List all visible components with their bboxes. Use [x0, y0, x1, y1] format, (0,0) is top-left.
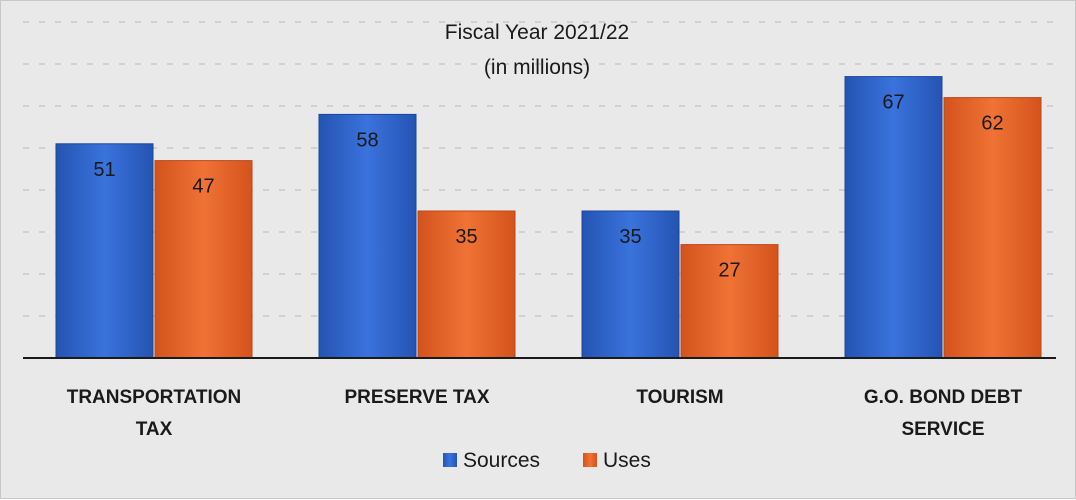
data-label: 35 [619, 226, 641, 248]
bar-uses [943, 97, 1042, 359]
bars [55, 76, 1042, 359]
data-label: 58 [356, 129, 378, 151]
bar-sources [318, 113, 417, 359]
bar-sources [55, 143, 154, 359]
legend-label-uses: Uses [603, 449, 651, 472]
data-labels: 51 47 58 35 35 27 67 62 [93, 92, 1003, 282]
data-label: 51 [93, 159, 115, 181]
data-label: 27 [718, 260, 740, 282]
legend-swatch-uses [583, 453, 597, 467]
chart-title: Fiscal Year 2021/22 [445, 21, 629, 44]
gridlines [23, 21, 1056, 317]
chart-subtitle: (in millions) [484, 56, 590, 79]
category-label: TAX [136, 419, 173, 440]
bar-sources [844, 76, 943, 359]
legend: Sources Uses [443, 449, 651, 472]
bar-uses [417, 210, 516, 359]
category-label: PRESERVE TAX [344, 387, 489, 408]
data-label: 62 [981, 113, 1003, 135]
category-label: G.O. BOND DEBT [864, 387, 1023, 408]
data-label: 47 [192, 176, 214, 198]
category-label: TRANSPORTATION [67, 387, 242, 408]
data-label: 35 [455, 226, 477, 248]
bar-uses [680, 244, 779, 359]
legend-swatch-sources [443, 453, 457, 467]
bar-sources [581, 210, 680, 359]
category-labels: TRANSPORTATION TAX PRESERVE TAX TOURISM G.O.… [67, 387, 1023, 440]
data-label: 67 [882, 92, 904, 114]
category-label: SERVICE [901, 419, 984, 440]
legend-label-sources: Sources [463, 449, 540, 472]
category-label: TOURISM [636, 387, 723, 408]
